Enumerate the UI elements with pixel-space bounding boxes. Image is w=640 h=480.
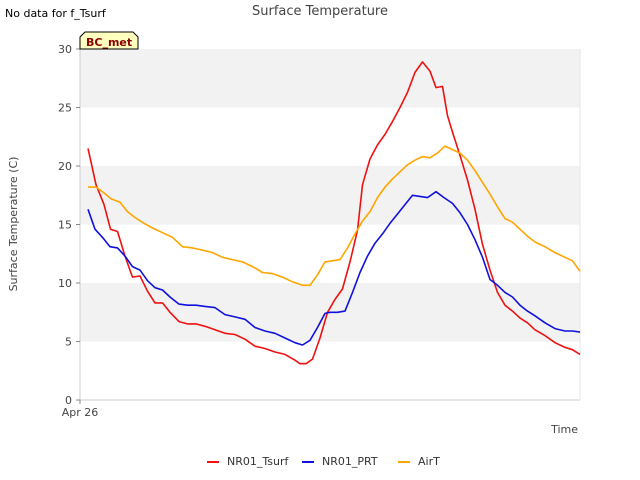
- y-tick-label: 20: [58, 160, 72, 173]
- legend-label: NR01_PRT: [322, 455, 378, 468]
- chart-title: Surface Temperature: [252, 4, 388, 19]
- grid-band: [80, 107, 580, 166]
- grid-band: [80, 166, 580, 225]
- x-tick-label: Apr 26: [62, 406, 99, 419]
- legend-label: NR01_Tsurf: [227, 455, 289, 468]
- y-axis-label: Surface Temperature (C): [7, 157, 20, 292]
- y-tick-label: 15: [58, 219, 72, 232]
- y-tick-label: 5: [65, 336, 72, 349]
- site-badge: BC_met: [79, 31, 139, 50]
- grid-band: [80, 49, 580, 108]
- x-axis-label: Time: [550, 423, 578, 436]
- series-line-airt: [88, 145, 581, 287]
- series-line-nr01-tsurf: [87, 61, 581, 365]
- grid-band: [80, 341, 580, 400]
- badge-label: BC_met: [86, 36, 132, 49]
- no-data-note: No data for f_Tsurf: [5, 7, 106, 20]
- grid-band: [80, 224, 580, 283]
- y-tick-label: 25: [58, 102, 72, 115]
- y-tick-label: 30: [58, 43, 72, 56]
- y-tick-label: 0: [65, 394, 72, 407]
- series-line-nr01-prt: [87, 190, 581, 346]
- legend-label: AirT: [418, 455, 440, 468]
- y-tick-label: 10: [58, 277, 72, 290]
